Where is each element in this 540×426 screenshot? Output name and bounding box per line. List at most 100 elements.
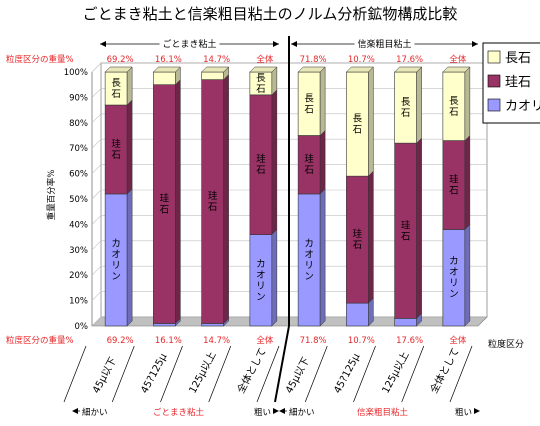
category-label: 45μ以下 [284,356,312,396]
segment-label: カオリン [449,256,459,300]
group-bottom-label: ごとまき粘土 [153,407,205,418]
weight-percent-top: 14.7% [203,55,230,65]
bottom-arrow-head [273,408,279,414]
weight-percent-top: 10.7% [348,55,375,65]
group-divider-lower [274,325,290,403]
weight-percent-bottom: 14.7% [203,336,230,346]
category-cell-line [256,345,280,403]
gridline-side [91,316,102,327]
y-tick-label: 40% [69,220,88,230]
segment-label: 珪石 [256,153,266,176]
bar-segment [201,71,224,80]
segment-label: 長石 [353,114,363,136]
bar-top [345,66,374,73]
bottom-caption-bg [287,404,474,417]
weight-percent-bottom: 17.6% [396,336,423,346]
category-cell-line [63,345,87,403]
bar-segment [153,71,176,85]
fine-label: 細かい [289,407,315,418]
bar-segment-side [319,188,326,327]
weight-percent-top: 全体 [449,54,467,65]
bottom-caption-bg [80,404,273,417]
segment-label: 珪石 [401,219,411,242]
y-tick-label: 60% [69,170,88,180]
gridline-side [91,164,102,174]
category-cell-line [449,345,473,403]
group-bottom-label: 信楽粗目粘土 [357,407,409,418]
segment-label: カオリン [111,238,121,282]
legend-label: カオリ [505,99,540,114]
bar-top [152,66,181,73]
legend-label: 長石 [505,51,531,66]
coarse-label: 粗い [254,407,271,418]
category-cell-line [353,345,376,403]
group-header-bg [159,36,220,48]
weight-percent-top: 71.8% [300,55,327,65]
coarse-label: 粗い [455,407,472,418]
bar-segment-side [464,66,471,142]
group-arrow-head [100,41,106,47]
legend-swatch [487,98,501,112]
segment-label: 珪石 [160,193,170,216]
bar-segment-side [271,89,278,236]
segment-label: 長石 [401,97,411,119]
bar-segment-side [126,66,133,106]
bar-top [201,66,230,73]
category-cell-line [208,345,232,403]
y-tick-label: 80% [69,119,88,129]
weight-percent-top: 69.2% [107,55,134,65]
group-header-bg [354,36,415,48]
bar-segment [346,302,369,327]
group-header-label: ごとまき粘土 [162,38,216,50]
y-tick-label: 70% [69,144,88,154]
weight-percent-top: 16.1% [155,55,182,65]
gridline-side [91,88,102,98]
chart-title: ごとまき粘土と信楽粗目粘土のノルム分析鉱物構成比較 [83,5,458,23]
segment-label: 長石 [111,78,121,100]
bar-top [249,66,278,73]
category-cell-line [304,345,328,403]
bar-segment-side [416,66,422,144]
bar-segment-side [368,170,374,304]
y-tick-label: 10% [69,297,88,307]
weight-percent-top: 17.6% [396,55,423,65]
legend-swatch [487,50,501,64]
gridline-side [91,291,102,301]
weight-percent-bottom: 16.1% [155,336,182,346]
bar-segment [394,318,417,327]
x-axis-label: 粒度区分 [488,338,524,350]
gridline-side [91,240,102,251]
category-label: 45?125μ [332,351,362,395]
weight-row-label-top: 粒度区分の重量% [6,54,74,65]
segment-label: 珪石 [353,228,363,251]
segment-label: 珪石 [111,138,121,161]
gridline-side [91,215,102,225]
weight-row-label-bottom: 粒度区分の重量% [6,335,74,346]
category-cell-line [111,345,135,403]
y-tick-label: 100% [64,68,88,78]
group-arrow-head [472,41,478,47]
weight-percent-bottom: 69.2% [107,336,134,346]
y-tick-label: 50% [69,195,88,205]
weight-percent-bottom: 全体 [449,335,467,346]
segment-label: 長石 [449,96,459,118]
bar-segment-side [319,129,326,195]
gridline-side [91,62,102,73]
bottom-arrow-head [474,408,480,414]
gridline-side [91,138,102,149]
bar-segment [201,323,224,327]
segment-label: 珪石 [304,153,314,176]
category-cell-line [160,345,183,403]
category-cell-line [401,345,425,403]
bottom-arrow-head [72,408,78,414]
bar-segment-side [223,74,229,325]
weight-percent-bottom: 71.8% [300,336,327,346]
bar-top [104,66,133,73]
weight-percent-bottom: 全体 [256,335,274,346]
bar-segment-side [271,228,278,327]
bottom-arrow-head [279,408,285,414]
bar-segment [153,323,176,327]
gridline-side [91,113,102,124]
y-axis-label: 重量百分率% [46,170,57,221]
